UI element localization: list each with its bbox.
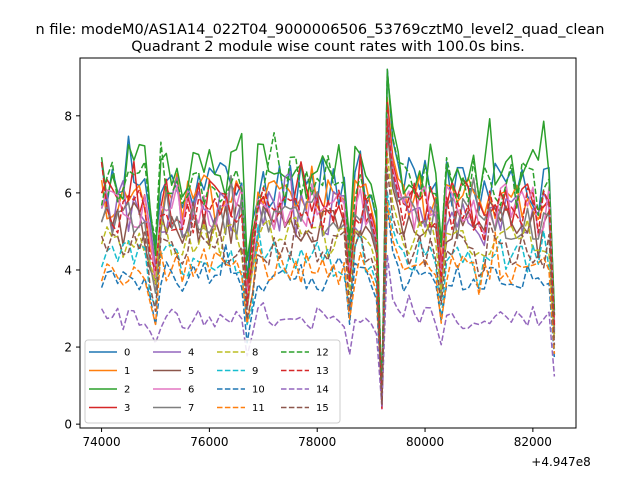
series-line-14	[100, 254, 556, 408]
legend-label-6: 6	[188, 385, 194, 396]
legend-label-14: 14	[316, 385, 329, 396]
y-axis: 0 2 4 6 8	[64, 109, 80, 432]
y-tick-label: 8	[64, 109, 72, 123]
legend-label-15: 15	[316, 403, 329, 414]
x-tick-label: 80000	[406, 435, 444, 449]
legend-label-12: 12	[316, 348, 329, 359]
legend-label-5: 5	[188, 366, 194, 377]
x-tick-label: 76000	[190, 435, 228, 449]
x-tick-label: 82000	[514, 435, 552, 449]
series-line-4	[100, 127, 556, 396]
legend-label-7: 7	[188, 403, 194, 414]
series-line-7	[100, 116, 556, 408]
chart-suptitle: n file: modeM0/AS1A14_022T04_9000006506_…	[36, 22, 605, 38]
legend-label-1: 1	[124, 366, 130, 377]
chart-title: Quadrant 2 module wise count rates with …	[131, 39, 525, 55]
legend-box	[84, 339, 341, 424]
series-line-12	[100, 68, 556, 394]
x-tick-label: 74000	[82, 435, 120, 449]
legend-label-13: 13	[316, 366, 329, 377]
series-line-10	[100, 205, 556, 400]
series-layer	[100, 68, 556, 411]
y-tick-label: 4	[64, 263, 72, 277]
series-line-2	[100, 72, 556, 402]
legend-label-3: 3	[124, 403, 130, 414]
plot-frame	[79, 57, 577, 429]
x-tick-label: 78000	[298, 435, 336, 449]
legend-label-4: 4	[188, 348, 194, 359]
legend-label-2: 2	[124, 385, 130, 396]
legend-label-11: 11	[252, 403, 265, 414]
series-line-11	[100, 201, 556, 397]
series-line-15	[100, 168, 556, 405]
x-axis: 74000 76000 78000 80000 82000	[82, 428, 552, 449]
legend-label-8: 8	[252, 348, 258, 359]
y-tick-label: 2	[64, 341, 72, 355]
x-offset-label: +4.947e8	[531, 455, 590, 469]
y-tick-label: 0	[64, 418, 72, 432]
series-line-6	[100, 113, 556, 410]
legend-label-9: 9	[252, 366, 258, 377]
series-line-13	[100, 118, 556, 411]
legend-label-10: 10	[252, 385, 265, 396]
legend-label-0: 0	[124, 348, 130, 359]
y-tick-label: 6	[64, 186, 72, 200]
